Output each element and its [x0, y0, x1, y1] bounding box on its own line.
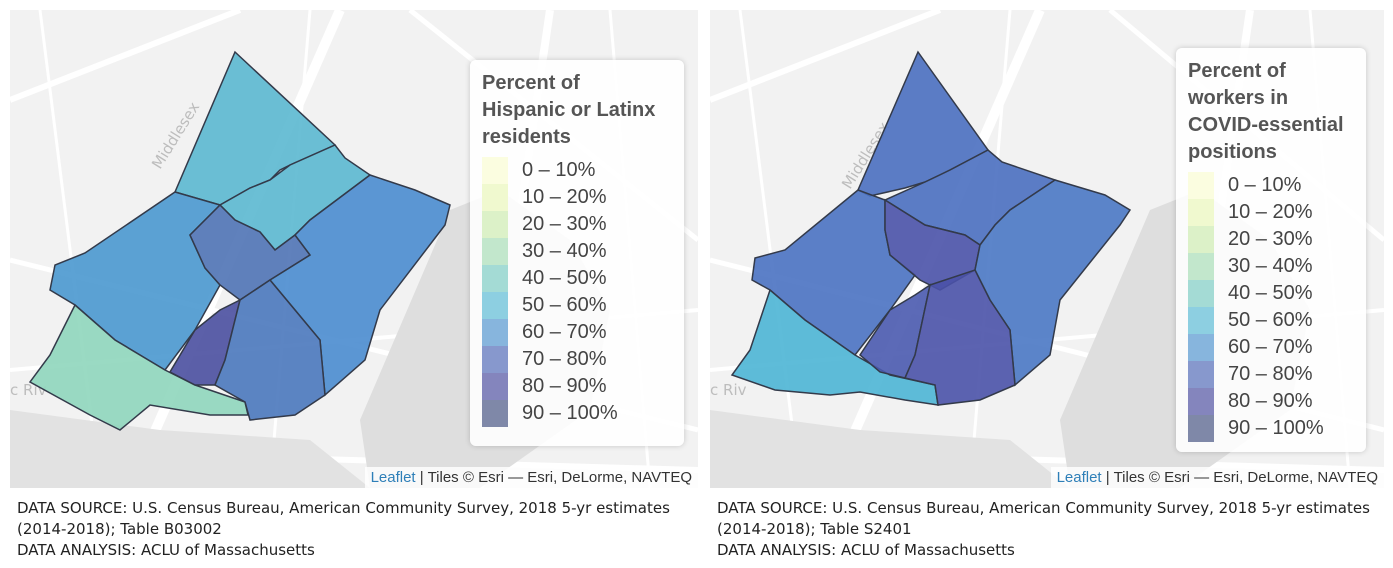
- legend-title-line: residents: [482, 126, 571, 148]
- legend-swatch: [482, 319, 508, 346]
- legend-label: 20 – 30%: [522, 213, 607, 235]
- tiles-credit: | Tiles © Esri — Esri, DeLorme, NAVTEQ: [415, 469, 692, 486]
- map-panel-hispanic[interactable]: Middlesex c Riv Percent of Hispanic or L…: [10, 10, 698, 488]
- river-water: [710, 410, 1070, 488]
- legend-label: 50 – 60%: [522, 294, 607, 316]
- legend-swatch: [482, 373, 508, 400]
- legend-row: 20 – 30%: [1188, 226, 1354, 253]
- legend-swatch: [482, 265, 508, 292]
- legend-row: 10 – 20%: [482, 184, 672, 211]
- legend-label: 0 – 10%: [1228, 174, 1302, 196]
- region-south[interactable]: [903, 269, 1016, 406]
- legend-label: 60 – 70%: [522, 321, 607, 343]
- legend-swatch: [1188, 253, 1214, 280]
- map-canvas[interactable]: Middlesex c Riv Percent of workers in CO…: [710, 10, 1384, 488]
- tiles-credit: | Tiles © Esri — Esri, DeLorme, NAVTEQ: [1101, 469, 1378, 486]
- legend: Percent of workers in COVID-essential po…: [1176, 48, 1366, 452]
- legend-label: 10 – 20%: [1228, 201, 1313, 223]
- legend-row: 0 – 10%: [482, 157, 672, 184]
- legend-swatch: [482, 211, 508, 238]
- legend-rows: 0 – 10% 10 – 20% 20 – 30% 30 – 40% 40 – 50% 5…: [1188, 172, 1354, 442]
- legend-label: 80 – 90%: [1228, 390, 1313, 412]
- legend-swatch: [1188, 226, 1214, 253]
- legend-row: 40 – 50%: [482, 265, 672, 292]
- legend-label: 10 – 20%: [522, 186, 607, 208]
- legend-swatch: [1188, 280, 1214, 307]
- legend-row: 30 – 40%: [482, 238, 672, 265]
- map-attribution: Leaflet | Tiles © Esri — Esri, DeLorme, …: [1050, 467, 1384, 488]
- legend-row: 50 – 60%: [1188, 307, 1354, 334]
- source-line: (2014-2018); Table S2401: [717, 520, 912, 538]
- source-line: DATA ANALYSIS: ACLU of Massachusetts: [17, 541, 315, 559]
- leaflet-link[interactable]: Leaflet: [370, 469, 416, 486]
- legend-label: 90 – 100%: [1228, 417, 1324, 439]
- source-note: DATA SOURCE: U.S. Census Bureau, America…: [717, 498, 1370, 561]
- legend-label: 60 – 70%: [1228, 336, 1313, 358]
- legend-title-line: Percent of: [1188, 60, 1286, 82]
- legend-row: 90 – 100%: [1188, 415, 1354, 442]
- region-southwest[interactable]: [730, 288, 939, 406]
- region-south[interactable]: [214, 279, 326, 421]
- legend-label: 40 – 50%: [522, 267, 607, 289]
- legend-row: 30 – 40%: [1188, 253, 1354, 280]
- legend-label: 80 – 90%: [522, 375, 607, 397]
- source-line: DATA SOURCE: U.S. Census Bureau, America…: [17, 499, 670, 517]
- source-note: DATA SOURCE: U.S. Census Bureau, America…: [17, 498, 670, 561]
- legend-label: 90 – 100%: [522, 402, 618, 424]
- source-line: DATA ANALYSIS: ACLU of Massachusetts: [717, 541, 1015, 559]
- legend-title: Percent of workers in COVID-essential po…: [1188, 58, 1354, 166]
- legend-title-line: Percent of: [482, 72, 580, 94]
- legend-swatch: [482, 292, 508, 319]
- source-line: (2014-2018); Table B03002: [17, 520, 222, 538]
- legend-label: 30 – 40%: [1228, 255, 1313, 277]
- legend-row: 40 – 50%: [1188, 280, 1354, 307]
- legend-title-line: positions: [1188, 141, 1277, 163]
- legend-row: 80 – 90%: [482, 373, 672, 400]
- map-canvas[interactable]: Middlesex c Riv Percent of Hispanic or L…: [10, 10, 698, 488]
- legend-label: 0 – 10%: [522, 159, 596, 181]
- legend-row: 20 – 30%: [482, 211, 672, 238]
- legend-title-line: Hispanic or Latinx: [482, 99, 656, 121]
- legend-label: 20 – 30%: [1228, 228, 1313, 250]
- leaflet-link[interactable]: Leaflet: [1056, 469, 1102, 486]
- legend-swatch: [482, 346, 508, 373]
- legend-row: 60 – 70%: [1188, 334, 1354, 361]
- source-line: DATA SOURCE: U.S. Census Bureau, America…: [717, 499, 1370, 517]
- legend-swatch: [1188, 172, 1214, 199]
- legend-swatch: [482, 157, 508, 184]
- river-label: c Riv: [710, 381, 747, 399]
- map-attribution: Leaflet | Tiles © Esri — Esri, DeLorme, …: [364, 467, 698, 488]
- river-water: [10, 410, 370, 488]
- map-panel-covid-essential[interactable]: Middlesex c Riv Percent of workers in CO…: [710, 10, 1384, 488]
- legend-title: Percent of Hispanic or Latinx residents: [482, 70, 672, 151]
- legend-swatch: [1188, 307, 1214, 334]
- legend-swatch: [1188, 415, 1214, 442]
- legend-row: 10 – 20%: [1188, 199, 1354, 226]
- legend-swatch: [1188, 334, 1214, 361]
- legend-swatch: [1188, 388, 1214, 415]
- legend-row: 60 – 70%: [482, 319, 672, 346]
- legend-swatch: [482, 184, 508, 211]
- legend: Percent of Hispanic or Latinx residents …: [470, 60, 684, 446]
- legend-row: 70 – 80%: [482, 346, 672, 373]
- legend-row: 0 – 10%: [1188, 172, 1354, 199]
- legend-swatch: [482, 238, 508, 265]
- legend-label: 70 – 80%: [522, 348, 607, 370]
- region-southwest[interactable]: [28, 303, 249, 431]
- legend-row: 50 – 60%: [482, 292, 672, 319]
- legend-row: 90 – 100%: [482, 400, 672, 427]
- legend-row: 70 – 80%: [1188, 361, 1354, 388]
- legend-rows: 0 – 10% 10 – 20% 20 – 30% 30 – 40% 40 – 50% 5…: [482, 157, 672, 427]
- legend-title-line: workers in: [1188, 87, 1289, 109]
- legend-row: 80 – 90%: [1188, 388, 1354, 415]
- legend-swatch: [1188, 361, 1214, 388]
- legend-swatch: [482, 400, 508, 427]
- legend-title-line: COVID-essential: [1188, 114, 1344, 136]
- legend-label: 70 – 80%: [1228, 363, 1313, 385]
- legend-label: 30 – 40%: [522, 240, 607, 262]
- legend-swatch: [1188, 199, 1214, 226]
- legend-label: 40 – 50%: [1228, 282, 1313, 304]
- legend-label: 50 – 60%: [1228, 309, 1313, 331]
